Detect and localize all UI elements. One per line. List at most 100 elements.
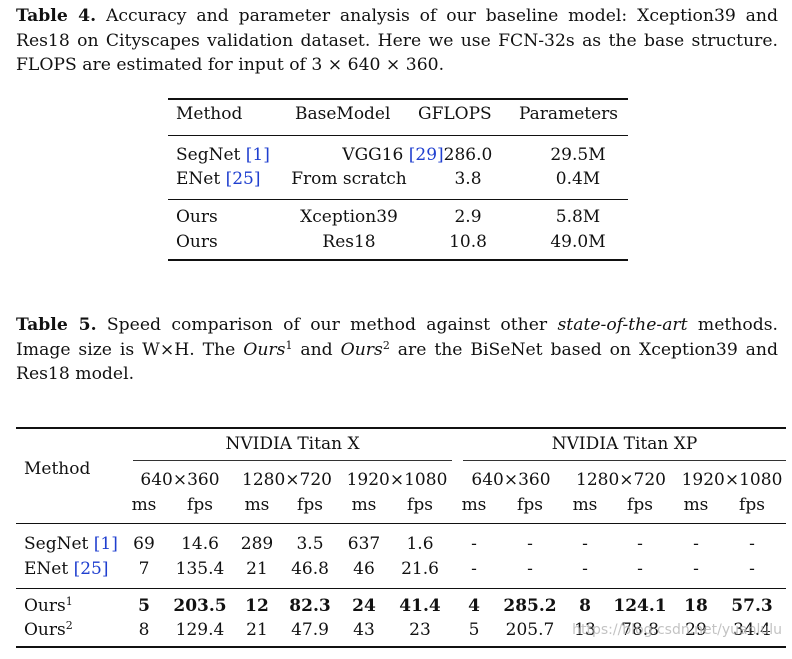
table5-caption: Table 5. Speed comparison of our method … [16, 315, 778, 384]
table5-cell: 13 [574, 620, 596, 640]
table5-cell: 69 [133, 534, 155, 554]
table5-cell: - [637, 559, 643, 579]
table5-cell: - [693, 559, 699, 579]
table5-unit-header: ms [351, 495, 377, 515]
table5-cell: 21 [246, 620, 268, 640]
table4-header-rule [168, 135, 628, 136]
table5-unit-header: fps [297, 495, 323, 515]
table5-cell: 24 [352, 596, 376, 616]
citation-link[interactable]: [25] [225, 169, 261, 189]
table4-basemodel: Xception39 [300, 207, 398, 227]
table5-cell: 3.5 [296, 534, 324, 554]
table5-cell: 135.4 [175, 559, 225, 579]
table5-cell: 21 [246, 559, 268, 579]
table-row: Ours1 5 203.5 12 82.3 24 41.4 4 285.2 8 124.1 18 57.… [0, 596, 792, 620]
table5-cell: 8 [138, 620, 150, 640]
table5-unit-row: ms fps ms fps ms fps ms fps ms fps ms fps [0, 495, 792, 519]
citation-link[interactable]: [29] [408, 145, 444, 165]
table5-mid-rule [16, 588, 786, 589]
table5-unit-header: fps [739, 495, 765, 515]
table4-header-method: Method [176, 104, 243, 124]
table5-cell: 21.6 [401, 559, 439, 579]
titanxp-group-rule [463, 460, 786, 461]
table4-header-basemodel: BaseModel [295, 104, 391, 124]
table5-cell: 46.8 [291, 559, 329, 579]
table5-cell: 14.6 [181, 534, 219, 554]
table5-cell: 5 [138, 596, 150, 616]
table5-method: Ours2 [24, 619, 73, 640]
table5-cell: 637 [347, 534, 381, 554]
table5-cell: 82.3 [289, 596, 331, 616]
table5-cell: - [637, 534, 643, 554]
table4-top-rule [168, 98, 628, 100]
table5-cell: 46 [353, 559, 375, 579]
table4-row-ours-xception: Ours Xception39 2.9 5.8M [168, 207, 628, 231]
table5-cell: 29 [685, 620, 707, 640]
table5-caption-label: Table 5. [16, 315, 97, 335]
table5-bottom-rule [16, 646, 786, 648]
table4-row-segnet: SegNet [1] VGG16 [29] 286.0 29.5M [168, 145, 628, 169]
table5-cell: - [527, 559, 533, 579]
table5-cell: - [582, 534, 588, 554]
table5-cell: 34.4 [733, 620, 771, 640]
table4-method: Ours [176, 232, 218, 252]
table5-cell: 124.1 [613, 596, 667, 616]
table4-basemodel: Res18 [322, 232, 376, 252]
table4-caption-text: Accuracy and parameter analysis of our b… [16, 6, 779, 75]
table4-basemodel: VGG16 [29] [342, 145, 444, 165]
table5-cell: 1.6 [406, 534, 434, 554]
table5-cell: 47.9 [291, 620, 329, 640]
table4-row-ours-res18: Ours Res18 10.8 49.0M [168, 232, 628, 256]
table5-cell: 18 [684, 596, 708, 616]
citation-link[interactable]: [1] [245, 145, 270, 165]
table5-unit-header: ms [572, 495, 598, 515]
table4-caption: Table 4. Accuracy and parameter analysis… [16, 4, 778, 78]
table5-cell: - [471, 559, 477, 579]
table5-cell: - [693, 534, 699, 554]
table5-cell: 57.3 [731, 596, 773, 616]
table4-mid-rule [168, 199, 628, 200]
table4-gflops: 2.9 [454, 207, 482, 227]
table5-cell: 23 [409, 620, 431, 640]
table5-method: SegNet [1] [24, 534, 118, 554]
table4-method: Ours [176, 207, 218, 227]
table5-unit-header: ms [244, 495, 270, 515]
table4-basemodel: From scratch [291, 169, 407, 189]
table5-cell: 203.5 [173, 596, 227, 616]
table5-cell: 43 [353, 620, 375, 640]
table4-gflops: 10.8 [449, 232, 487, 252]
table5-cell: 289 [240, 534, 274, 554]
table5-cell: 41.4 [399, 596, 441, 616]
table5-cell: 205.7 [505, 620, 555, 640]
table5-cell: 78.8 [621, 620, 659, 640]
table5-cell: - [527, 534, 533, 554]
table5-method: ENet [25] [24, 559, 109, 579]
table5-unit-header: ms [131, 495, 157, 515]
table5-cell: 8 [579, 596, 591, 616]
table5-cell: 129.4 [175, 620, 225, 640]
table4-params: 49.0M [550, 232, 606, 252]
table4-caption-label: Table 4. [16, 6, 97, 26]
table4-gflops: 286.0 [443, 145, 493, 165]
table4-bottom-rule [168, 259, 628, 261]
table5-cell: - [582, 559, 588, 579]
table5-cell: 285.2 [503, 596, 557, 616]
table5-unit-header: fps [627, 495, 653, 515]
table4-gflops: 3.8 [454, 169, 482, 189]
table5-method: Ours1 [24, 595, 73, 616]
table-row: SegNet [1] 69 14.6 289 3.5 637 1.6 - - - - - - [0, 534, 792, 558]
citation-link[interactable]: [1] [93, 534, 118, 554]
table4-method: SegNet [1] [176, 145, 270, 165]
table5-cell: - [749, 534, 755, 554]
table4-header-parameters: Parameters [519, 104, 618, 124]
table5-cell: 12 [245, 596, 269, 616]
table5-unit-header: ms [683, 495, 709, 515]
citation-link[interactable]: [25] [73, 559, 109, 579]
table5-unit-header: ms [461, 495, 487, 515]
table5-unit-header: fps [407, 495, 433, 515]
table5-cell: 5 [468, 620, 480, 640]
table5-cell: - [749, 559, 755, 579]
table4-header-row: Method BaseModel GFLOPS Parameters [168, 104, 628, 130]
table5-unit-header: fps [187, 495, 213, 515]
